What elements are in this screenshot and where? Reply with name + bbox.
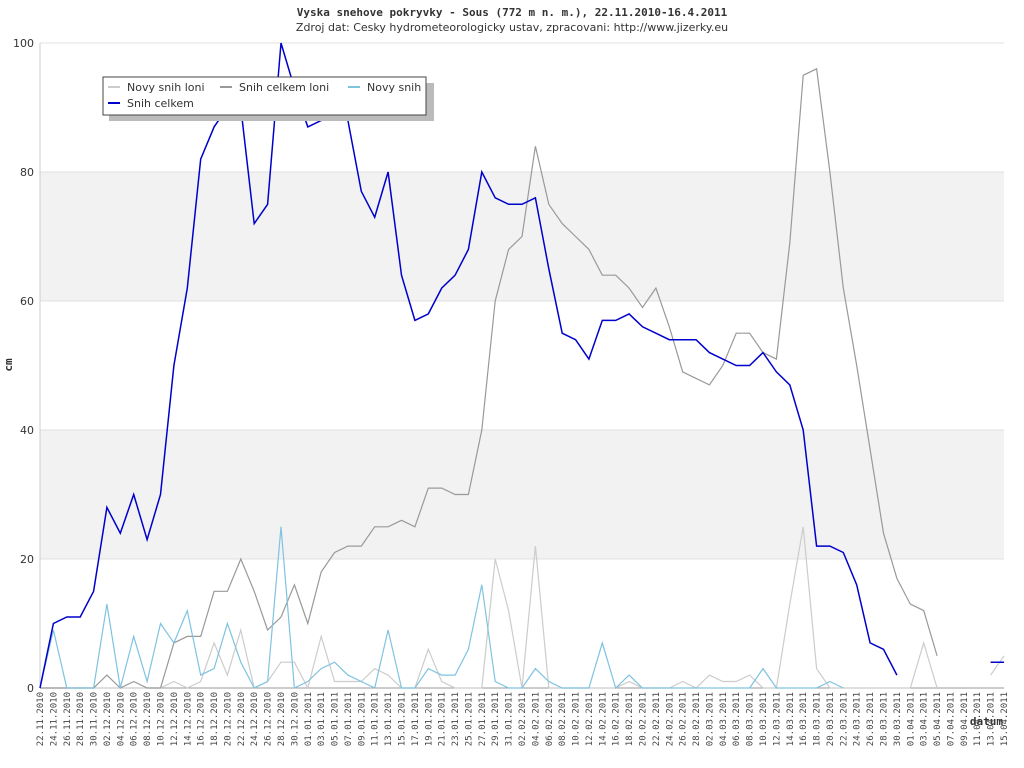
x-tick-label: 16.02.2011 (612, 692, 622, 746)
x-tick-label: 02.12.2010 (103, 692, 113, 746)
x-tick-label: 11.04.2011 (973, 692, 983, 746)
x-tick-label: 08.12.2010 (143, 692, 153, 746)
y-axis-label: cm (2, 358, 15, 372)
series-line (40, 67, 938, 689)
x-tick-label: 09.04.2011 (960, 692, 970, 746)
x-tick-label: 12.03.2011 (772, 692, 782, 746)
x-tick-label: 15.04.2011 (1000, 692, 1010, 746)
x-tick-label: 08.02.2011 (558, 692, 568, 746)
x-tick-label: 06.03.2011 (732, 692, 742, 746)
x-tick-label: 10.03.2011 (759, 692, 769, 746)
x-tick-label: 18.12.2010 (210, 692, 220, 746)
x-tick-label: 21.01.2011 (438, 692, 448, 746)
x-tick-label: 16.12.2010 (197, 692, 207, 746)
x-tick-label: 20.02.2011 (639, 692, 649, 746)
x-tick-label: 01.04.2011 (906, 692, 916, 746)
x-tick-label: 04.12.2010 (116, 692, 126, 746)
x-tick-label: 22.11.2010 (36, 692, 46, 746)
x-tick-label: 30.03.2011 (893, 692, 903, 746)
x-tick-label: 22.02.2011 (652, 692, 662, 746)
legend-label: Snih celkem loni (239, 81, 329, 94)
x-tick-label: 10.12.2010 (157, 692, 167, 746)
legend-label: Novy snih (367, 81, 421, 94)
x-tick-label: 14.02.2011 (598, 692, 608, 746)
x-tick-label: 14.03.2011 (786, 692, 796, 746)
y-tick-label: 0 (27, 682, 34, 695)
x-tick-label: 13.01.2011 (384, 692, 394, 746)
legend-box (102, 76, 427, 116)
x-tick-label: 23.01.2011 (451, 692, 461, 746)
x-tick-label: 01.01.2011 (304, 692, 314, 746)
x-tick-label: 14.12.2010 (183, 692, 193, 746)
x-tick-label: 02.03.2011 (705, 692, 715, 746)
y-tick-label: 80 (20, 166, 34, 179)
x-tick-label: 22.03.2011 (839, 692, 849, 746)
x-tick-label: 27.01.2011 (478, 692, 488, 746)
x-tick-label: 05.01.2011 (331, 692, 341, 746)
x-tick-label: 05.04.2011 (933, 692, 943, 746)
x-tick-label: 07.04.2011 (946, 692, 956, 746)
x-tick-label: 06.12.2010 (130, 692, 140, 746)
x-tick-label: 18.03.2011 (813, 692, 823, 746)
x-tick-label: 16.03.2011 (799, 692, 809, 746)
x-axis-label: datum (970, 715, 1003, 728)
x-tick-label: 12.02.2011 (585, 692, 595, 746)
x-tick-label: 06.02.2011 (545, 692, 555, 746)
x-tick-label: 26.12.2010 (264, 692, 274, 746)
x-tick-label: 07.01.2011 (344, 692, 354, 746)
x-tick-label: 28.12.2010 (277, 692, 287, 746)
y-tick-label: 60 (20, 295, 34, 308)
x-tick-label: 08.03.2011 (746, 692, 756, 746)
legend-label: Novy snih loni (127, 81, 205, 94)
x-tick-label: 03.01.2011 (317, 692, 327, 746)
x-tick-label: 29.01.2011 (491, 692, 501, 746)
series-line (40, 526, 1005, 690)
x-tick-label: 12.12.2010 (170, 692, 180, 746)
x-tick-label: 28.11.2010 (76, 692, 86, 746)
x-tick-label: 20.03.2011 (826, 692, 836, 746)
series-line (39, 526, 844, 690)
x-tick-label: 18.02.2011 (625, 692, 635, 746)
x-tick-label: 26.02.2011 (679, 692, 689, 746)
x-tick-label: 24.12.2010 (250, 692, 260, 746)
x-tick-label: 30.12.2010 (290, 692, 300, 746)
legend-label: Snih celkem (127, 97, 194, 110)
x-tick-label: 26.11.2010 (63, 692, 73, 746)
x-tick-label: 10.02.2011 (572, 692, 582, 746)
x-tick-label: 24.03.2011 (853, 692, 863, 746)
x-tick-label: 25.01.2011 (464, 692, 474, 746)
x-tick-label: 24.11.2010 (49, 692, 59, 746)
y-tick-label: 20 (20, 553, 34, 566)
chart-subtitle: Zdroj dat: Cesky hydrometeorologicky ust… (296, 21, 728, 34)
y-tick-label: 40 (20, 424, 34, 437)
x-tick-label: 19.01.2011 (424, 692, 434, 746)
chart-title: Vyska snehove pokryvky - Sous (772 m n. … (297, 6, 728, 19)
x-tick-label: 03.04.2011 (920, 692, 930, 746)
x-tick-label: 04.03.2011 (719, 692, 729, 746)
x-tick-label: 28.02.2011 (692, 692, 702, 746)
x-tick-label: 30.11.2010 (90, 692, 100, 746)
series-line (39, 42, 1004, 689)
x-tick-label: 11.01.2011 (371, 692, 381, 746)
grid-band (40, 430, 1004, 559)
x-tick-label: 13.04.2011 (987, 692, 997, 746)
x-tick-label: 02.02.2011 (518, 692, 528, 746)
x-tick-label: 24.02.2011 (665, 692, 675, 746)
legend: Novy snih loni Snih celkem loni Novy snih S… (102, 76, 434, 121)
x-tick-label: 28.03.2011 (880, 692, 890, 746)
x-tick-label: 04.02.2011 (531, 692, 541, 746)
x-tick-label: 26.03.2011 (866, 692, 876, 746)
x-tick-label: 09.01.2011 (357, 692, 367, 746)
x-tick-label: 17.01.2011 (411, 692, 421, 746)
y-tick-label: 100 (13, 37, 34, 50)
x-tick-label: 22.12.2010 (237, 692, 247, 746)
x-tick-label: 20.12.2010 (223, 692, 233, 746)
x-tick-label: 31.01.2011 (505, 692, 515, 746)
x-tick-label: 15.01.2011 (398, 692, 408, 746)
